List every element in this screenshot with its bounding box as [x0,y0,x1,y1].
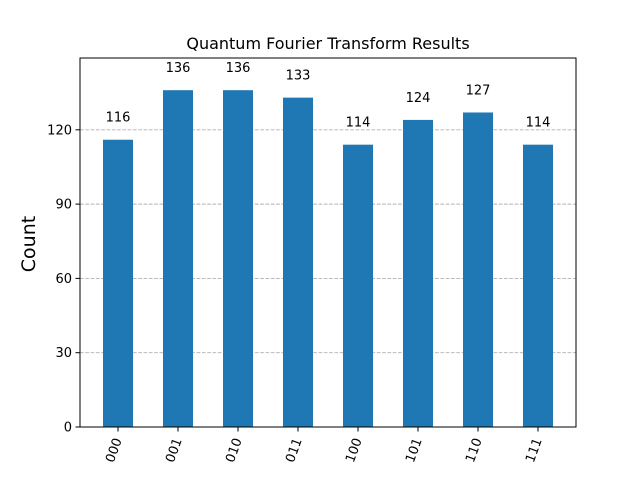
y-tick-label-30: 30 [55,346,72,361]
bar-value-label-101: 124 [406,91,431,106]
bar-value-label-100: 114 [346,116,371,131]
x-tick-label-010: 010 [223,436,246,464]
bar-111 [523,144,553,427]
bar-value-label-001: 136 [166,61,191,76]
y-tick-label-0: 0 [64,421,72,436]
bar-value-labels: 116 136 136 133 114 124 127 114 [106,61,551,130]
x-tick-label-111: 111 [523,436,546,464]
gridlines [80,129,576,354]
bar-value-label-110: 127 [466,83,491,98]
y-tick-label-60: 60 [55,272,72,287]
bar-value-label-011: 133 [286,69,311,84]
x-tick-label-101: 101 [403,436,426,464]
chart-title: Quantum Fourier Transform Results [186,34,469,53]
x-tick-label-110: 110 [463,436,486,464]
bar-value-label-000: 116 [106,111,131,126]
x-tick-label-100: 100 [343,436,366,464]
y-axis-ticks: 0 30 60 90 120 [47,123,80,436]
bar-value-label-111: 114 [526,116,551,131]
x-axis-ticks: 000 001 010 011 100 101 110 111 [103,427,546,465]
bar-value-label-010: 136 [226,61,251,76]
bar-001 [163,90,193,427]
bar-110 [463,112,493,428]
x-tick-label-011: 011 [283,436,306,464]
bar-011 [283,97,313,428]
bar-010 [223,90,253,427]
y-tick-label-120: 120 [47,123,72,138]
bar-101 [403,119,433,427]
bars [103,90,553,428]
x-tick-label-001: 001 [163,436,186,464]
bar-100 [343,144,373,427]
x-tick-label-000: 000 [103,436,126,464]
plot-frame [79,57,577,428]
bar-000 [103,139,133,427]
y-tick-label-90: 90 [55,198,72,213]
y-axis-label: Count [18,216,40,272]
